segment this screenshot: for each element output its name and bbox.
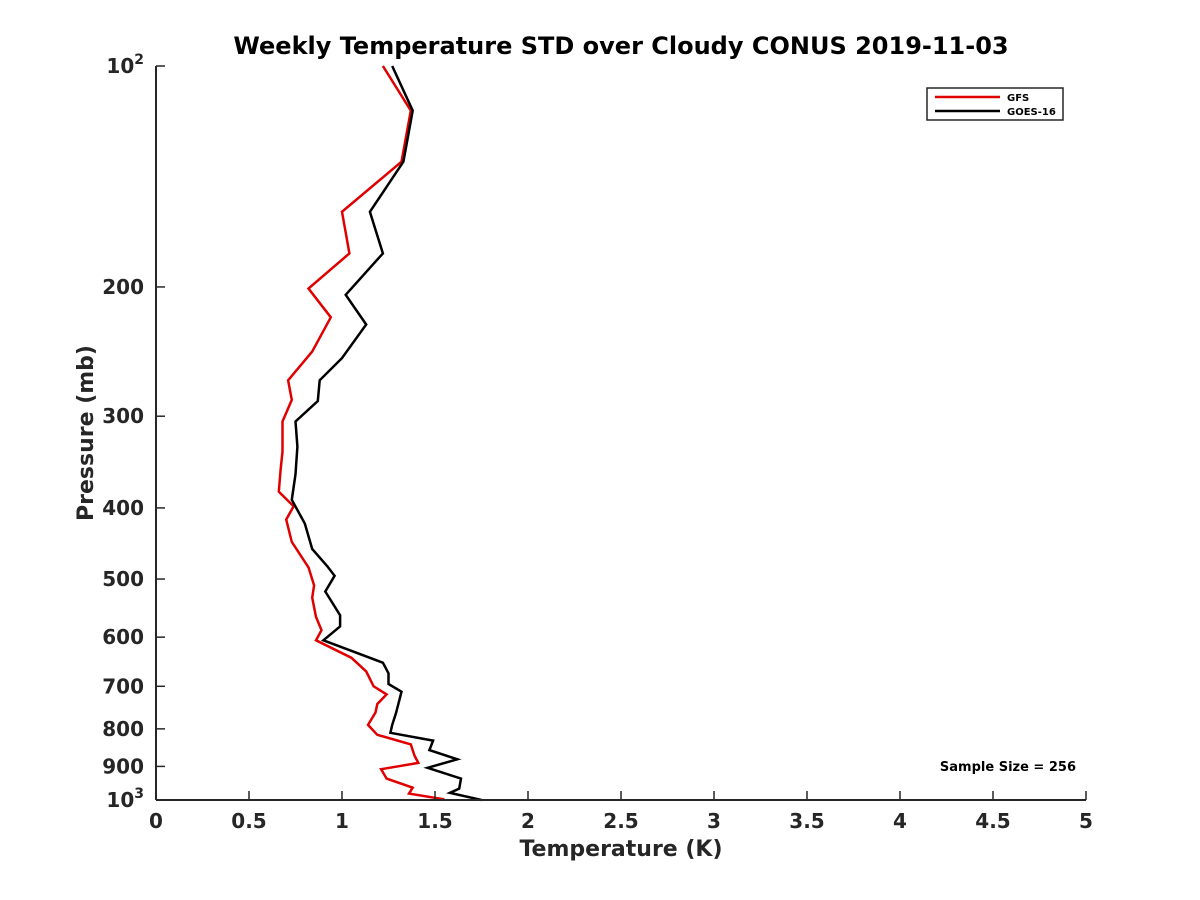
y-tick-label: 500 bbox=[102, 567, 144, 591]
y-tick-label-base: 700 bbox=[102, 674, 144, 698]
plot-area bbox=[156, 66, 1086, 800]
x-tick-label: 1.5 bbox=[417, 809, 452, 833]
x-tick-label: 2.5 bbox=[603, 809, 638, 833]
chart-title: Weekly Temperature STD over Cloudy CONUS… bbox=[233, 32, 1008, 60]
x-tick-label: 3 bbox=[707, 809, 721, 833]
x-tick-label: 4.5 bbox=[975, 809, 1010, 833]
x-tick-label: 2 bbox=[521, 809, 535, 833]
y-tick-label: 900 bbox=[102, 754, 144, 778]
y-tick-label-base: 500 bbox=[102, 567, 144, 591]
y-tick-label: 400 bbox=[102, 496, 144, 520]
y-tick-label-base: 800 bbox=[102, 717, 144, 741]
y-tick-label-base: 300 bbox=[102, 404, 144, 428]
y-axis-label: Pressure (mb) bbox=[74, 345, 99, 521]
y-tick-label: 102 bbox=[106, 52, 144, 78]
y-tick-label-exponent: 2 bbox=[134, 52, 144, 68]
series-layer bbox=[277, 65, 482, 802]
y-tick-label-base: 10 bbox=[106, 788, 134, 812]
y-tick-label: 300 bbox=[102, 404, 144, 428]
legend: GFS GOES-16 bbox=[926, 87, 1064, 121]
x-ticks: 0 0.5 1 1.5 2 2.5 3 3.5 4 4.5 5 bbox=[149, 791, 1093, 833]
sample-size-annotation: Sample Size = 256 bbox=[940, 760, 1076, 775]
y-tick-label-base: 10 bbox=[106, 54, 134, 78]
legend-label-goes16: GOES-16 bbox=[1007, 107, 1056, 118]
legend-box bbox=[926, 87, 1064, 121]
y-tick-label: 103 bbox=[106, 786, 144, 812]
y-tick-label: 200 bbox=[102, 275, 144, 299]
y-tick-label-base: 200 bbox=[102, 275, 144, 299]
y-tick-label-base: 900 bbox=[102, 754, 144, 778]
y-tick-label-base: 600 bbox=[102, 625, 144, 649]
y-tick-label: 600 bbox=[102, 625, 144, 649]
x-axis-label: Temperature (K) bbox=[519, 837, 722, 862]
y-tick-label: 700 bbox=[102, 674, 144, 698]
x-tick-label: 0 bbox=[149, 809, 163, 833]
x-tick-label: 1 bbox=[335, 809, 349, 833]
series-line-goes16 bbox=[290, 65, 482, 802]
x-tick-label: 5 bbox=[1079, 809, 1093, 833]
x-tick-label: 3.5 bbox=[789, 809, 824, 833]
series-line-gfs bbox=[277, 65, 445, 801]
legend-label-gfs: GFS bbox=[1007, 93, 1029, 104]
x-tick-label: 0.5 bbox=[231, 809, 266, 833]
y-tick-label-base: 400 bbox=[102, 496, 144, 520]
y-tick-label: 800 bbox=[102, 717, 144, 741]
y-tick-label-exponent: 3 bbox=[134, 786, 144, 802]
x-tick-label: 4 bbox=[893, 809, 907, 833]
